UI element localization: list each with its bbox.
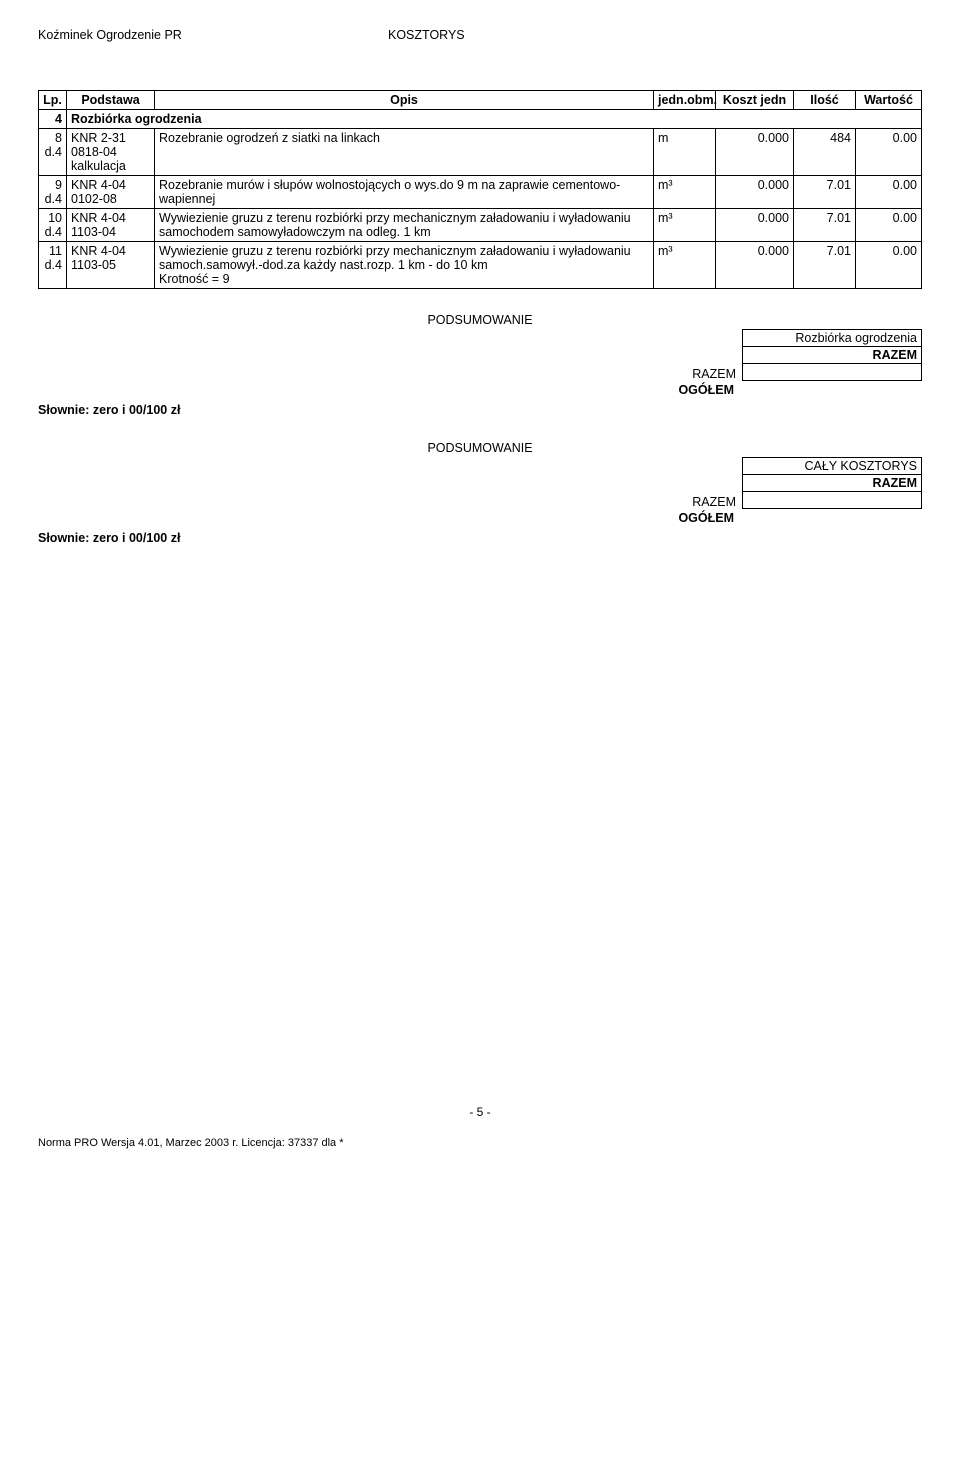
header-left: Koźminek Ogrodzenie PR <box>38 28 388 42</box>
lp-num: 9 <box>55 178 62 192</box>
col-lp: Lp. <box>39 91 67 110</box>
summary-caption: CAŁY KOSZTORYS <box>743 458 921 474</box>
cell-podstawa: KNR 4-04 0102-08 <box>67 176 155 209</box>
summary-empty-row <box>743 363 921 380</box>
razem-left-label: RAZEM <box>692 495 736 509</box>
cell-wart: 0.00 <box>856 209 922 242</box>
summary-razem-box: RAZEM <box>743 346 921 363</box>
col-jedn: jedn.obm. <box>654 91 716 110</box>
jedn-val: m³ <box>658 244 673 258</box>
lp-sub: d.4 <box>45 225 62 239</box>
lp-sub: d.4 <box>45 258 62 272</box>
summary-ogolem: OGÓŁEM <box>38 383 922 397</box>
col-opis: Opis <box>155 91 654 110</box>
cell-ilosc: 484 <box>794 129 856 176</box>
cell-koszt: 0.000 <box>716 176 794 209</box>
col-wartosc: Wartość <box>856 91 922 110</box>
summary-slownie: Słownie: zero i 00/100 zł <box>38 531 922 545</box>
cell-lp: 10 d.4 <box>39 209 67 242</box>
cell-lp: 11 d.4 <box>39 242 67 289</box>
cell-podstawa: KNR 4-04 1103-05 <box>67 242 155 289</box>
col-ilosc: Ilość <box>794 91 856 110</box>
footer-text: Norma PRO Wersja 4.01, Marzec 2003 r. Li… <box>38 1137 922 1149</box>
cell-jedn: m³ <box>654 242 716 289</box>
cell-ilosc: 7.01 <box>794 176 856 209</box>
cell-koszt: 0.000 <box>716 129 794 176</box>
section-num: 4 <box>39 110 67 129</box>
cell-podstawa: KNR 4-04 1103-04 <box>67 209 155 242</box>
razem-left-label: RAZEM <box>692 367 736 381</box>
cell-wart: 0.00 <box>856 176 922 209</box>
cell-opis: Rozebranie ogrodzeń z siatki na linkach <box>155 129 654 176</box>
table-header-row: Lp. Podstawa Opis jedn.obm. Koszt jedn I… <box>39 91 922 110</box>
jedn-val: m³ <box>658 211 673 225</box>
cell-opis: Wywiezienie gruzu z terenu rozbiórki prz… <box>155 242 654 289</box>
cell-ilosc: 7.01 <box>794 242 856 289</box>
summary-title: PODSUMOWANIE <box>38 441 922 455</box>
lp-sub: d.4 <box>45 145 62 159</box>
summary-block-2: PODSUMOWANIE RAZEM CAŁY KOSZTORYS RAZEM … <box>38 441 922 545</box>
cell-wart: 0.00 <box>856 129 922 176</box>
summary-razem-box: RAZEM <box>743 474 921 491</box>
table-row: 10 d.4 KNR 4-04 1103-04 Wywiezienie gruz… <box>39 209 922 242</box>
header-right: KOSZTORYS <box>388 28 465 42</box>
cell-opis: Wywiezienie gruzu z terenu rozbiórki prz… <box>155 209 654 242</box>
table-row: 11 d.4 KNR 4-04 1103-05 Wywiezienie gruz… <box>39 242 922 289</box>
kosztorys-table: Lp. Podstawa Opis jedn.obm. Koszt jedn I… <box>38 90 922 289</box>
table-row: 9 d.4 KNR 4-04 0102-08 Rozebranie murów … <box>39 176 922 209</box>
lp-sub: d.4 <box>45 192 62 206</box>
page-header: Koźminek Ogrodzenie PR KOSZTORYS <box>38 28 922 42</box>
page-number: - 5 - <box>38 1105 922 1119</box>
lp-num: 10 <box>48 211 62 225</box>
jedn-val: m³ <box>658 178 673 192</box>
cell-jedn: m³ <box>654 209 716 242</box>
summary-caption: Rozbiórka ogrodzenia <box>743 330 921 346</box>
col-podstawa: Podstawa <box>67 91 155 110</box>
section-title: Rozbiórka ogrodzenia <box>67 110 922 129</box>
cell-opis: Rozebranie murów i słupów wolnostojących… <box>155 176 654 209</box>
lp-num: 8 <box>55 131 62 145</box>
summary-box: Rozbiórka ogrodzenia RAZEM <box>742 329 922 381</box>
summary-slownie: Słownie: zero i 00/100 zł <box>38 403 922 417</box>
summary-ogolem: OGÓŁEM <box>38 511 922 525</box>
col-koszt: Koszt jedn <box>716 91 794 110</box>
cell-wart: 0.00 <box>856 242 922 289</box>
cell-lp: 9 d.4 <box>39 176 67 209</box>
cell-koszt: 0.000 <box>716 209 794 242</box>
summary-title: PODSUMOWANIE <box>38 313 922 327</box>
cell-podstawa: KNR 2-31 0818-04 kalkulacja <box>67 129 155 176</box>
cell-jedn: m <box>654 129 716 176</box>
section-row: 4 Rozbiórka ogrodzenia <box>39 110 922 129</box>
lp-num: 11 <box>49 244 62 258</box>
cell-jedn: m³ <box>654 176 716 209</box>
summary-box: CAŁY KOSZTORYS RAZEM <box>742 457 922 509</box>
cell-koszt: 0.000 <box>716 242 794 289</box>
table-row: 8 d.4 KNR 2-31 0818-04 kalkulacja Rozebr… <box>39 129 922 176</box>
summary-block-1: PODSUMOWANIE RAZEM Rozbiórka ogrodzenia … <box>38 313 922 417</box>
summary-empty-row <box>743 491 921 508</box>
cell-lp: 8 d.4 <box>39 129 67 176</box>
cell-ilosc: 7.01 <box>794 209 856 242</box>
